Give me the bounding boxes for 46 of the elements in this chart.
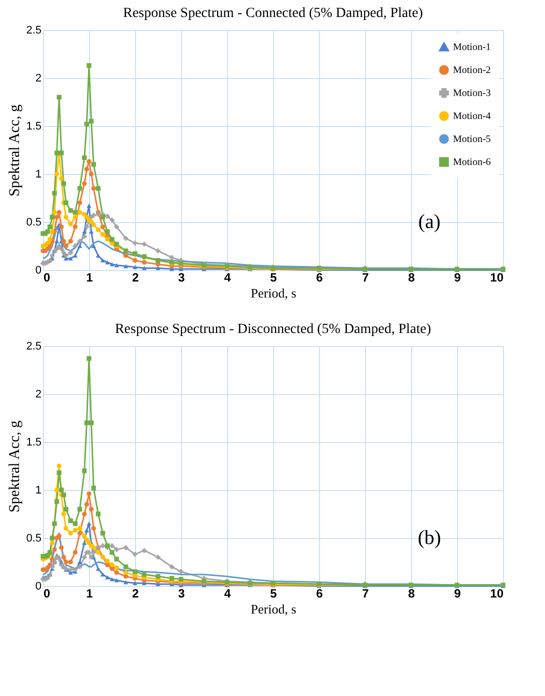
y-tick-label: 0.5	[26, 216, 42, 228]
chart-title: Response Spectrum - Disconnected (5% Damped, Plate)	[114, 322, 432, 337]
x-axis-title: Period, s	[250, 286, 296, 300]
y-tick-label: 1.5	[26, 436, 42, 448]
annotation: (b)	[418, 527, 442, 549]
x-tick-label: 9	[454, 270, 462, 284]
y-tick-label: 2.5	[26, 24, 42, 36]
y-tick-label: 0.5	[26, 532, 42, 544]
legend-label: Motion-2	[453, 65, 491, 76]
x-tick-label: 4	[224, 270, 232, 284]
x-tick-label: 8	[408, 586, 416, 600]
x-axis-title: Period, s	[250, 602, 296, 616]
x-tick-label: 1	[86, 586, 94, 600]
x-tick-label: 6	[316, 586, 324, 600]
x-tick-label: 9	[454, 586, 462, 600]
x-tick-label: 0	[44, 270, 50, 284]
legend-label: Motion-1	[453, 42, 491, 53]
chart-title: Response Spectrum - Connected (5% Damped, Plate)	[123, 6, 424, 21]
y-axis-title: Spektral Acc, g	[7, 420, 24, 513]
x-tick-label: 8	[408, 270, 416, 284]
x-tick-label: 10	[490, 586, 504, 600]
x-tick-label: 3	[178, 270, 186, 284]
legend-label: Motion-4	[453, 111, 491, 122]
x-tick-label: 5	[270, 270, 278, 284]
y-tick-label: 2.5	[26, 340, 42, 352]
legend-label: Motion-6	[453, 157, 491, 168]
x-tick-label: 2	[132, 586, 140, 600]
x-tick-label: 10	[490, 270, 504, 284]
x-tick-label: 0	[44, 586, 50, 600]
x-tick-label: 6	[316, 270, 324, 284]
legend-label: Motion-5	[453, 134, 491, 145]
y-tick-label: 1	[35, 484, 42, 496]
x-tick-label: 1	[86, 270, 94, 284]
y-tick-label: 1	[35, 168, 42, 180]
x-tick-label: 4	[224, 586, 232, 600]
x-tick-label: 7	[362, 270, 370, 284]
y-tick-label: 2	[35, 72, 42, 84]
y-tick-label: 1.5	[26, 120, 42, 132]
x-tick-label: 2	[132, 270, 140, 284]
x-tick-label: 5	[270, 586, 278, 600]
y-tick-label: 2	[35, 388, 42, 400]
legend-label: Motion-3	[453, 88, 491, 99]
y-axis-title: Spektral Acc, g	[7, 104, 24, 197]
x-tick-label: 3	[178, 586, 186, 600]
annotation: (a)	[418, 211, 440, 233]
x-tick-label: 7	[362, 586, 370, 600]
